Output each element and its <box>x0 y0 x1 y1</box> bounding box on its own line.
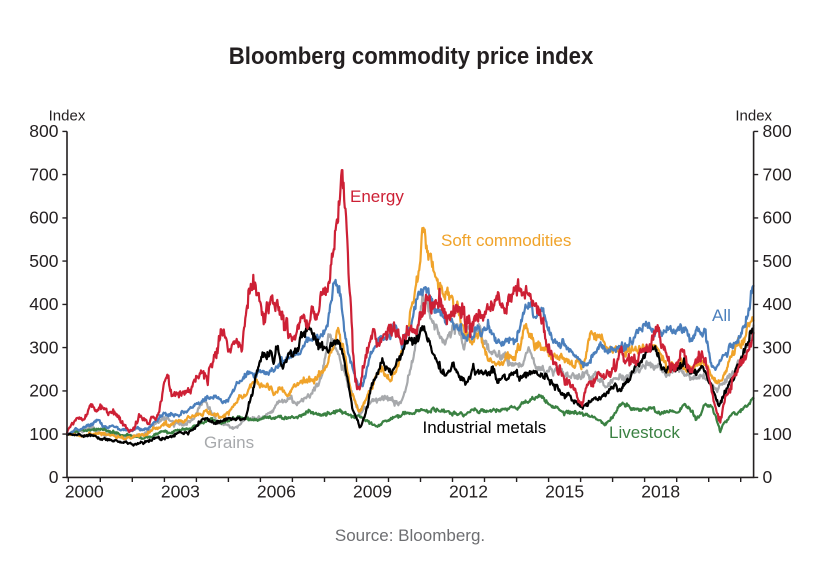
svg-text:300: 300 <box>29 337 58 357</box>
svg-text:200: 200 <box>763 381 792 401</box>
svg-text:100: 100 <box>29 424 58 444</box>
svg-text:Energy: Energy <box>350 187 404 206</box>
svg-text:Industrial metals: Industrial metals <box>423 418 547 437</box>
svg-text:All: All <box>712 306 731 325</box>
svg-text:800: 800 <box>29 121 58 141</box>
svg-text:800: 800 <box>763 121 792 141</box>
svg-text:Bloomberg commodity price inde: Bloomberg commodity price index <box>229 43 594 70</box>
svg-text:2000: 2000 <box>65 482 104 502</box>
svg-text:400: 400 <box>29 294 58 314</box>
svg-text:2015: 2015 <box>545 482 584 502</box>
svg-text:2012: 2012 <box>449 482 488 502</box>
svg-text:Grains: Grains <box>204 433 254 452</box>
svg-text:400: 400 <box>763 294 792 314</box>
svg-text:100: 100 <box>763 424 792 444</box>
svg-text:Source: Bloomberg.: Source: Bloomberg. <box>335 526 485 545</box>
svg-text:300: 300 <box>763 337 792 357</box>
svg-text:200: 200 <box>29 381 58 401</box>
svg-text:600: 600 <box>763 208 792 228</box>
svg-text:500: 500 <box>763 251 792 271</box>
svg-text:0: 0 <box>49 467 59 487</box>
svg-text:2018: 2018 <box>641 482 680 502</box>
svg-text:Soft commodities: Soft commodities <box>441 231 571 250</box>
svg-text:Index: Index <box>735 108 772 125</box>
svg-text:700: 700 <box>763 164 792 184</box>
svg-text:Index: Index <box>49 108 86 125</box>
svg-text:0: 0 <box>763 467 773 487</box>
svg-text:600: 600 <box>29 208 58 228</box>
svg-text:2006: 2006 <box>257 482 296 502</box>
svg-text:Livestock: Livestock <box>609 423 680 442</box>
svg-text:2003: 2003 <box>161 482 200 502</box>
svg-text:2009: 2009 <box>353 482 392 502</box>
svg-text:500: 500 <box>29 251 58 271</box>
svg-text:700: 700 <box>29 164 58 184</box>
